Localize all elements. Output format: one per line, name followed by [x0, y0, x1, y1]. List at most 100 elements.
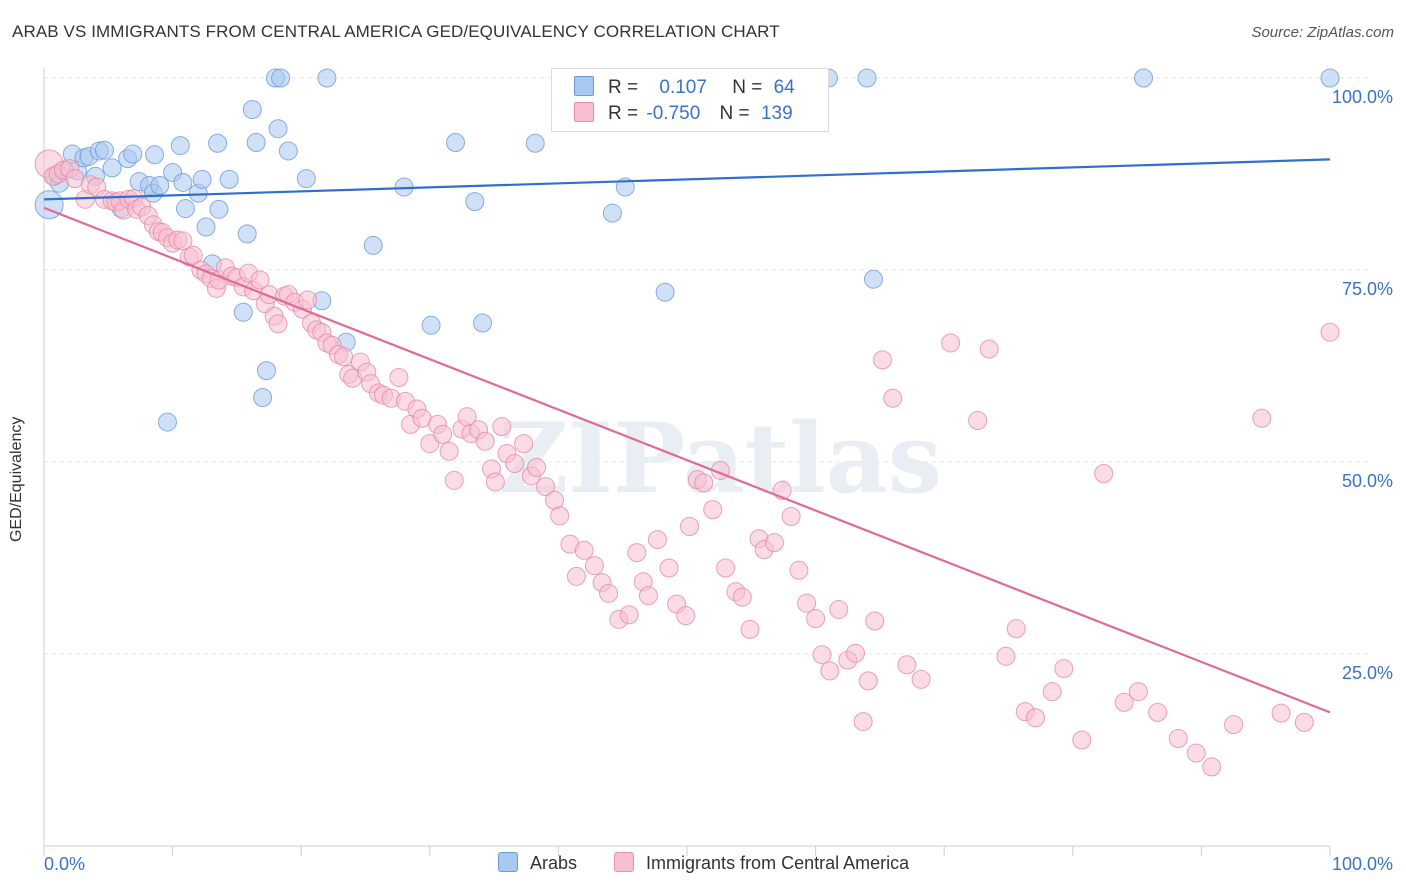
central-america-point — [797, 593, 817, 613]
source-label: Source: ZipAtlas.com — [1251, 24, 1394, 41]
arabs-point — [94, 140, 114, 160]
central-america-point — [389, 368, 409, 388]
arabs-point — [1134, 68, 1154, 88]
central-america-point — [514, 434, 534, 454]
arabs-point — [123, 144, 143, 164]
central-america-point — [527, 457, 547, 477]
central-america-swatch — [574, 102, 594, 122]
n-value: 64 — [773, 77, 795, 98]
n-label: N = — [732, 77, 763, 98]
arabs-point — [237, 224, 257, 244]
central-america-point — [1148, 702, 1168, 722]
central-america-point — [619, 605, 639, 625]
central-america-point — [789, 560, 809, 580]
legend-label-central-america: Immigrants from Central America — [646, 853, 910, 873]
central-america-point — [1042, 682, 1062, 702]
central-america-point — [566, 566, 586, 586]
arabs-point — [196, 217, 216, 237]
central-america-point — [968, 411, 988, 431]
central-america-point — [505, 454, 525, 474]
central-america-point — [676, 606, 696, 626]
central-america-point — [732, 587, 752, 607]
central-america-point — [781, 507, 801, 527]
r-value: -0.750 — [646, 103, 701, 124]
arabs-point — [296, 169, 316, 189]
arabs-point — [219, 169, 239, 189]
central-america-point — [584, 556, 604, 576]
arabs-point — [446, 133, 466, 153]
central-america-point — [638, 586, 658, 606]
x-tick-label: 100.0% — [1332, 854, 1393, 874]
central-america-point — [647, 530, 667, 550]
arabs-point — [271, 68, 291, 88]
central-america-point — [1294, 712, 1314, 732]
arabs-point — [863, 269, 883, 289]
arabs-point — [473, 313, 493, 333]
n-value: 139 — [760, 103, 793, 124]
arabs-point — [192, 169, 212, 189]
central-america-point — [334, 347, 354, 367]
correlation-legend: R = 0.107 N = 64 R = -0.750 N = 139 — [551, 68, 829, 132]
series-legend: Arabs Immigrants from Central America — [498, 852, 941, 874]
arabs-point — [253, 387, 273, 407]
central-america-point — [1271, 703, 1291, 723]
central-america-point — [872, 350, 892, 370]
central-america-point — [1168, 728, 1188, 748]
legend-item-arabs[interactable]: Arabs — [498, 852, 578, 873]
central-america-point — [1072, 730, 1092, 750]
arabs-point — [256, 361, 276, 381]
central-america-point — [703, 500, 723, 520]
central-america-point — [740, 619, 760, 639]
central-america-point — [268, 314, 288, 334]
arabs-point — [157, 412, 177, 432]
x-tick-label: 0.0% — [44, 854, 85, 874]
central-america-point — [941, 333, 961, 353]
central-america-point — [439, 441, 459, 461]
central-america-point — [444, 470, 464, 490]
arabs-point — [655, 282, 675, 302]
central-america-point — [829, 599, 849, 619]
central-america-point — [820, 661, 840, 681]
n-label: N = — [719, 103, 750, 124]
arabs-point — [209, 199, 229, 219]
arabs-point — [208, 133, 228, 153]
central-america-point — [911, 669, 931, 689]
arabs-point — [278, 141, 298, 161]
central-america-point — [764, 533, 784, 553]
arabs-point — [317, 68, 337, 88]
arabs-point — [1320, 68, 1340, 88]
legend-row-arabs: R = 0.107 N = 64 — [574, 76, 795, 100]
y-tick-label: 75.0% — [1342, 279, 1393, 299]
central-america-point — [1006, 619, 1026, 639]
arabs-point — [150, 176, 170, 196]
central-america-point — [574, 540, 594, 560]
central-america-point — [996, 646, 1016, 666]
central-america-point — [475, 431, 495, 451]
arabs-point — [242, 99, 262, 119]
central-america-point — [536, 477, 556, 497]
central-america-point — [250, 270, 270, 290]
central-america-point — [420, 434, 440, 454]
central-america-point — [694, 473, 714, 493]
legend-item-central-america[interactable]: Immigrants from Central America — [614, 852, 910, 873]
arabs-point — [421, 315, 441, 335]
central-america-point — [1186, 743, 1206, 763]
legend-label-arabs: Arabs — [530, 853, 578, 873]
central-america-point — [1094, 464, 1114, 484]
central-america-point — [812, 645, 832, 665]
central-america-point — [897, 655, 917, 675]
arabs-swatch — [574, 76, 594, 96]
chart-title: ARAB VS IMMIGRANTS FROM CENTRAL AMERICA … — [12, 22, 780, 41]
central-america-point — [1026, 708, 1046, 728]
central-america-point — [1114, 692, 1134, 712]
arabs-point — [857, 68, 877, 88]
central-america-point — [627, 543, 647, 563]
central-america-point — [1202, 757, 1222, 777]
y-tick-label: 100.0% — [1332, 87, 1393, 107]
central-america-point — [173, 231, 193, 251]
central-america-point — [1054, 659, 1074, 679]
arabs-point — [525, 133, 545, 153]
arabs-point — [363, 235, 383, 255]
central-america-point — [433, 424, 453, 444]
